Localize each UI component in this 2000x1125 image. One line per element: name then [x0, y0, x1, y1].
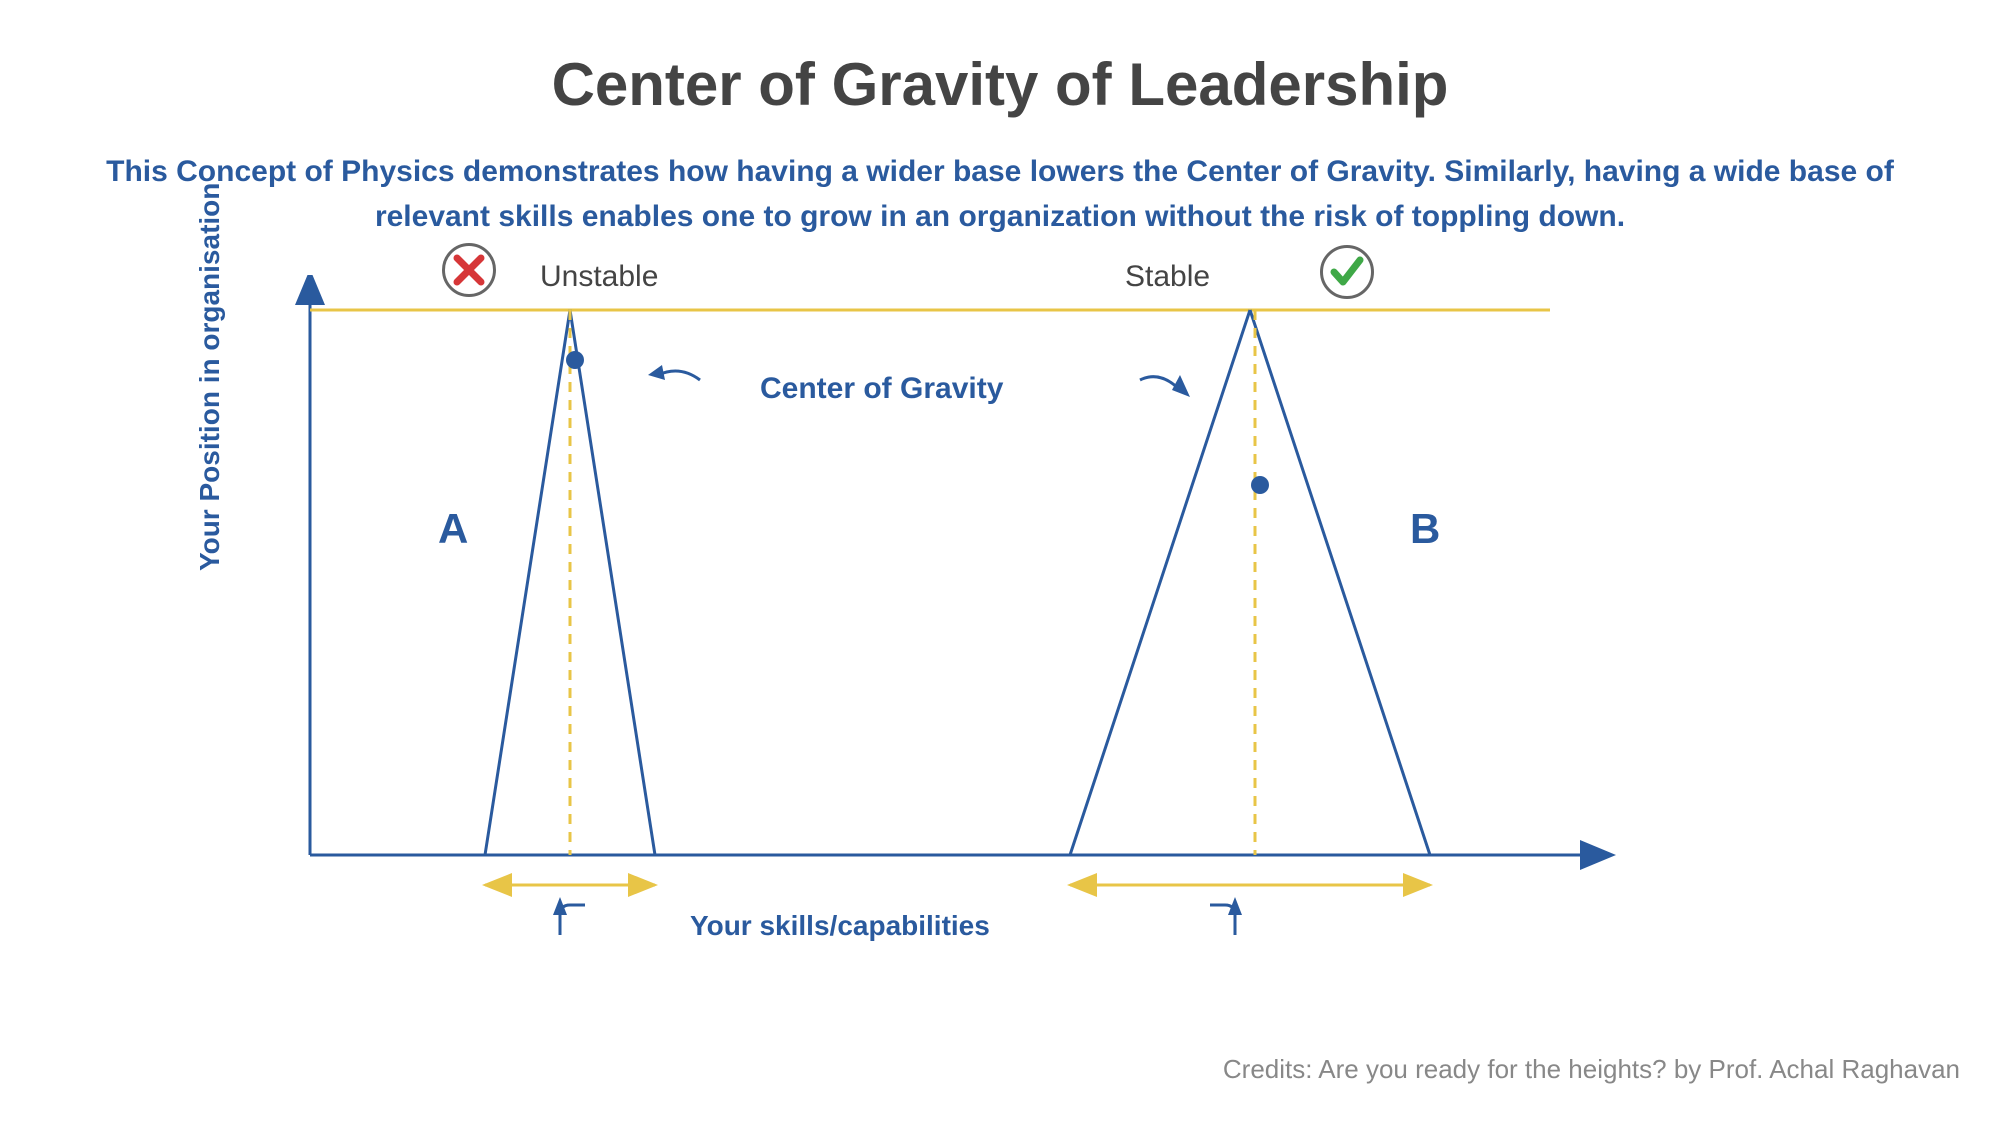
- chart-container: Your Position in organisation Your skill…: [270, 275, 1650, 925]
- cog-arrow-left-head: [648, 365, 665, 380]
- triangle-b: [1070, 310, 1430, 855]
- cog-dot-a: [566, 351, 584, 369]
- chart-svg: [270, 275, 1650, 975]
- main-title: Center of Gravity of Leadership: [0, 0, 2000, 119]
- cog-dot-b: [1251, 476, 1269, 494]
- subtitle: This Concept of Physics demonstrates how…: [0, 119, 2000, 239]
- credits-text: Credits: Are you ready for the heights? …: [1223, 1054, 1960, 1085]
- y-axis-label: Your Position in organisation: [194, 183, 226, 571]
- cog-arrow-right-head: [1172, 375, 1190, 397]
